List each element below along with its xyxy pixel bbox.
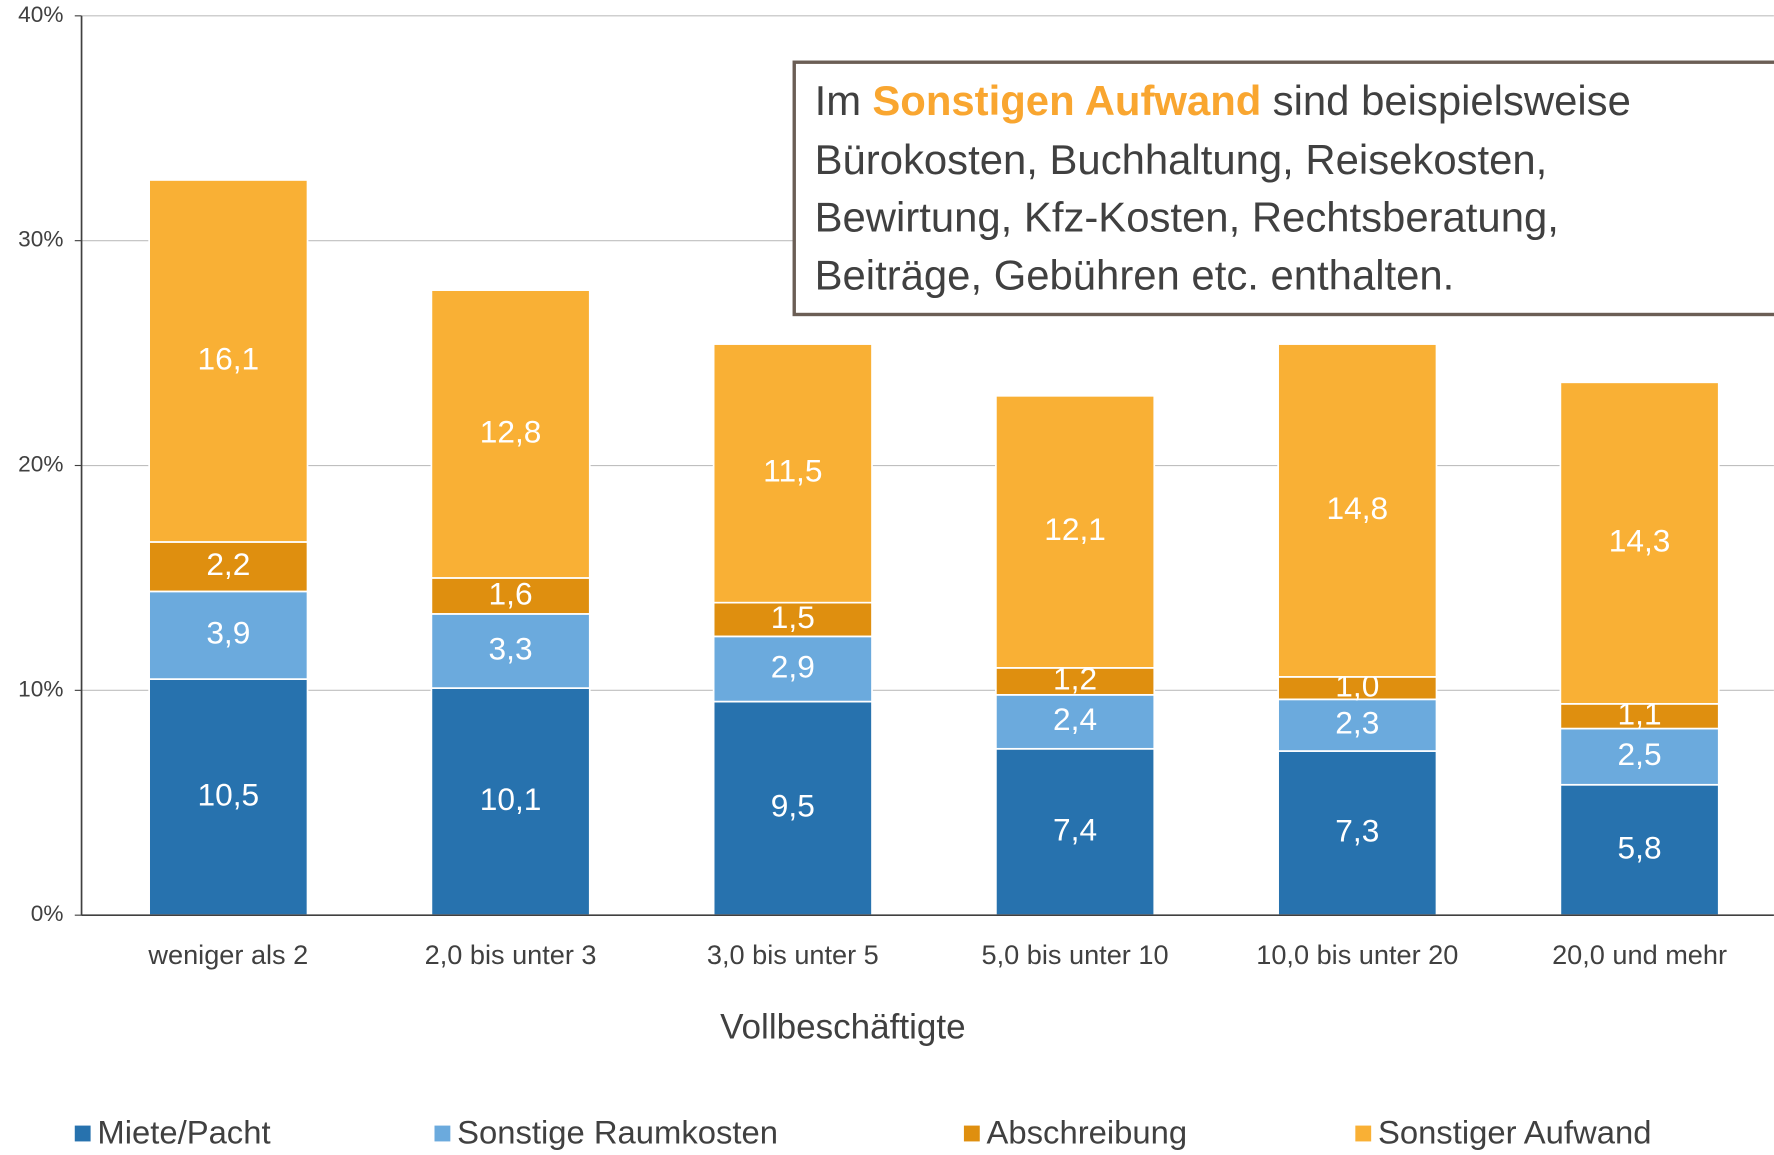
value-label: 12,1 (1044, 511, 1106, 547)
value-label: 2,3 (1335, 705, 1379, 741)
x-tick-label: 2,0 bis unter 3 (425, 939, 597, 970)
legend-label: Sonstiger Aufwand (1378, 1113, 1652, 1150)
annotation-text: Im Sonstigen Aufwand sind beispielsweise (815, 77, 1631, 124)
value-label: 10,1 (480, 781, 542, 817)
bar-segment (712, 635, 873, 703)
bar-segment (148, 541, 309, 593)
value-label: 11,5 (763, 453, 822, 489)
x-tick-label: 20,0 und mehr (1552, 939, 1727, 970)
legend-label: Miete/Pacht (97, 1113, 270, 1150)
value-label: 2,9 (771, 648, 815, 684)
x-tick-label: 5,0 bis unter 10 (982, 939, 1169, 970)
x-tick-label: 3,0 bis unter 5 (707, 939, 879, 970)
x-tick-label: 10,0 bis unter 20 (1256, 939, 1458, 970)
annotation-box (792, 60, 1774, 317)
value-label: 14,8 (1327, 490, 1389, 526)
value-label: 9,5 (771, 788, 815, 824)
bar-segment (995, 667, 1156, 696)
bar-segment (148, 179, 309, 543)
value-label: 2,2 (206, 546, 250, 582)
bar-segment (1277, 698, 1438, 752)
bar-segment (712, 601, 873, 638)
y-tick-label: 20% (18, 451, 63, 476)
value-label: 1,6 (489, 575, 533, 611)
annotation-line: Bewirtung, Kfz-Kosten, Rechtsberatung, (815, 194, 1559, 241)
y-tick-label: 10% (18, 676, 63, 701)
legend-swatch (1355, 1125, 1372, 1142)
bar-segment (712, 343, 873, 604)
value-label: 7,3 (1335, 812, 1379, 848)
value-label: 7,4 (1053, 811, 1097, 847)
x-tick-label: weniger als 2 (147, 939, 308, 970)
legend-swatch (434, 1125, 451, 1142)
bar-segment (1559, 727, 1720, 786)
x-axis-title: Vollbeschäftigte (720, 1008, 966, 1047)
bar-segment (995, 747, 1156, 917)
bar-segment (148, 590, 309, 680)
annotation-line: Beiträge, Gebühren etc. enthalten. (815, 251, 1455, 298)
bar-segment (995, 394, 1156, 669)
value-label: 14,3 (1609, 522, 1671, 558)
value-label: 16,1 (198, 340, 260, 376)
y-tick-label: 40% (18, 2, 63, 27)
bar-segment (430, 289, 591, 579)
annotation-highlight: Sonstigen Aufwand (872, 77, 1261, 124)
y-tick-label: 0% (31, 901, 64, 926)
value-label: 2,5 (1618, 736, 1662, 772)
value-label: 1,5 (771, 599, 815, 635)
bar-segment (1559, 702, 1720, 730)
annotation-line: Bürokosten, Buchhaltung, Reisekosten, (815, 136, 1548, 183)
legend-swatch (963, 1125, 980, 1142)
value-label: 5,8 (1618, 829, 1662, 865)
annotation-rest: sind beispielsweise (1273, 77, 1631, 124)
bar-segment (430, 687, 591, 917)
value-label: 3,9 (206, 615, 250, 651)
y-tick-label: 30% (18, 227, 63, 252)
legend-swatch (74, 1125, 91, 1142)
bar-segment (1559, 381, 1720, 705)
bar-segment (148, 678, 309, 917)
value-label: 10,5 (198, 776, 260, 812)
value-label: 2,4 (1053, 701, 1097, 737)
value-label: 12,8 (480, 413, 542, 449)
legend-label: Abschreibung (987, 1113, 1188, 1150)
legend-label: Sonstige Raumkosten (457, 1113, 778, 1150)
value-label: 3,3 (489, 630, 533, 666)
bar-segment (712, 700, 873, 917)
annotation-start: Im (815, 77, 861, 124)
bar-segment (1277, 343, 1438, 678)
bar-segment (1559, 783, 1720, 917)
